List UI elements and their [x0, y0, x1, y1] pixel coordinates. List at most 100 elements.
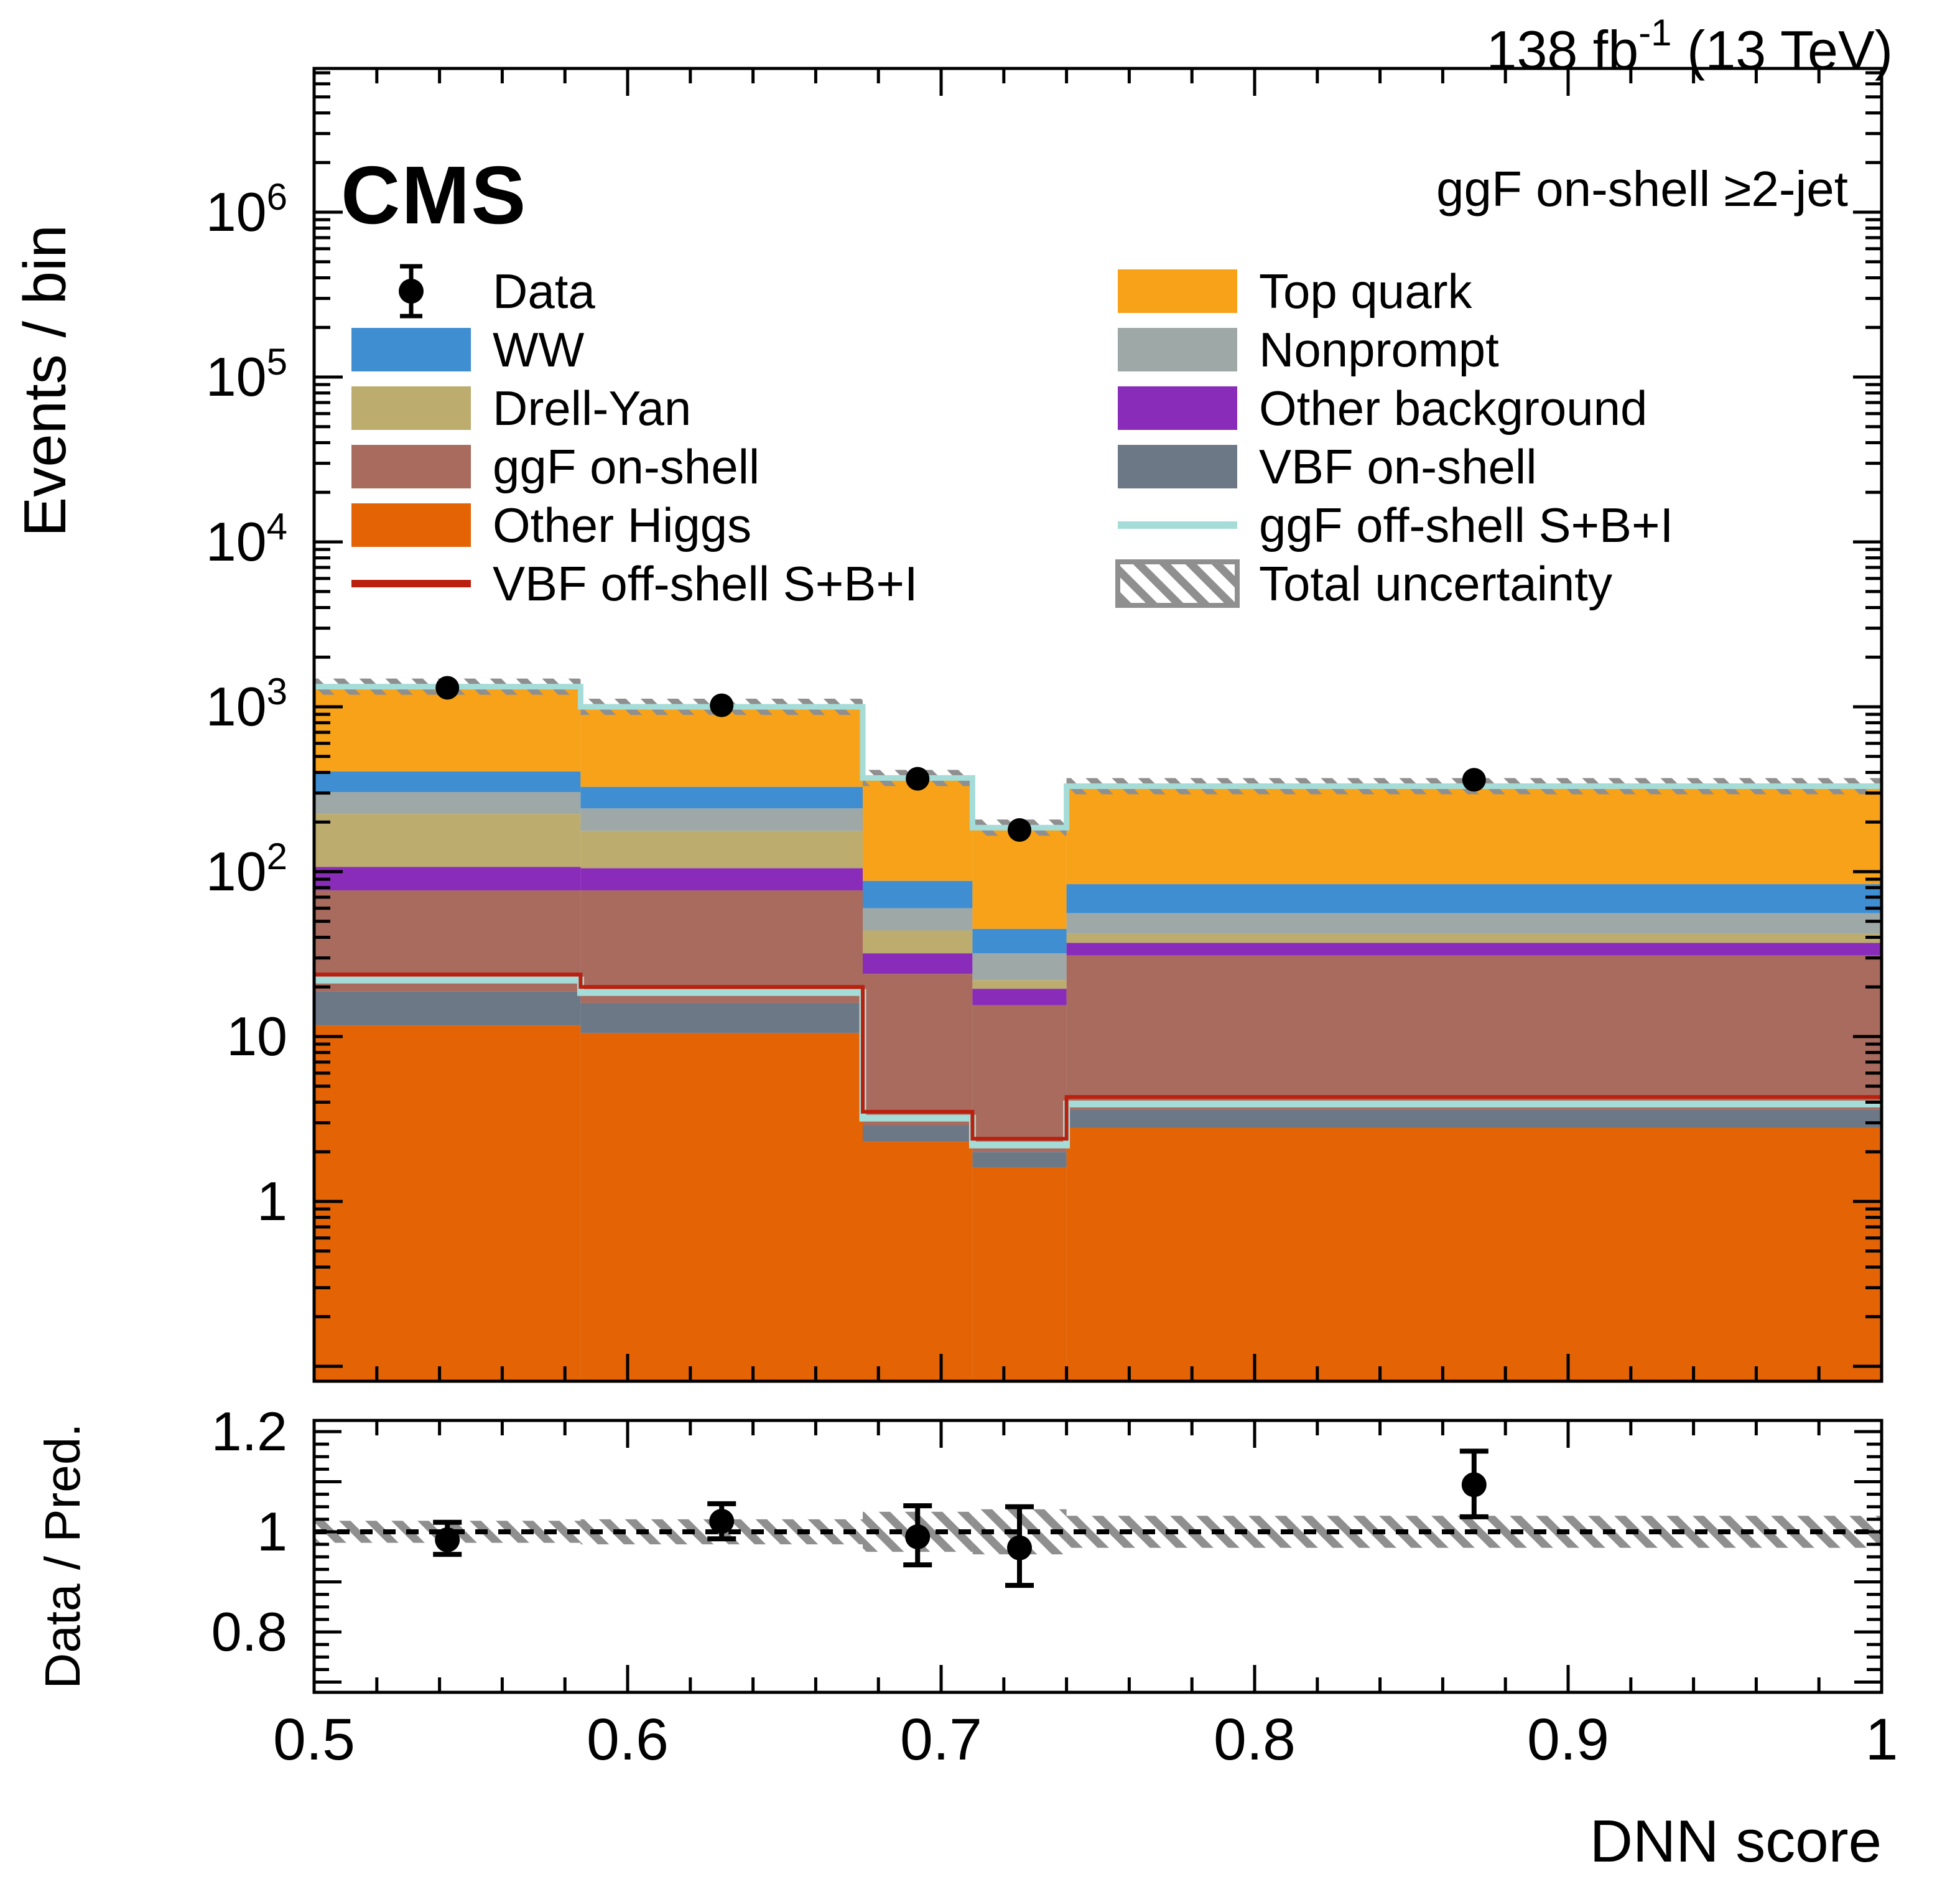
legend-swatch-ww [351, 328, 471, 371]
ratio-point [1461, 1472, 1487, 1498]
legend-data-marker [399, 279, 424, 304]
ratio-panel-content [314, 1448, 1882, 1588]
legend-label-other-background: Other background [1259, 381, 1647, 436]
stack-segment-vbf-on-shell [314, 991, 581, 1025]
stack-segment-drell-yan [314, 814, 581, 867]
stack-segment-ww [580, 786, 863, 809]
stacked-histogram [314, 678, 1882, 1381]
legend-label-ggf-on-shell: ggF on-shell [493, 439, 759, 494]
legend-label-vbf-on-shell: VBF on-shell [1259, 439, 1537, 494]
stack-segment-ww [314, 771, 581, 793]
stack-segment-other-higgs [972, 1167, 1067, 1381]
stack-segment-other-background [972, 989, 1067, 1005]
stack-segment-nonprompt [580, 808, 863, 831]
stack-segment-top-quark [314, 686, 581, 772]
overlay-vbf-off-shell-s-b-i [314, 972, 1882, 1141]
stack-segment-other-higgs [580, 1033, 863, 1381]
stack-segment-drell-yan [1066, 933, 1882, 943]
y-tick-label: 10 [226, 1005, 287, 1067]
stack-segment-top-quark [863, 778, 973, 881]
lumi-exponent: -1 [1638, 12, 1672, 54]
stack-segment-top-quark [972, 827, 1067, 929]
stack-segment-other-background [1066, 943, 1882, 956]
stack-segment-vbf-on-shell [1066, 1109, 1882, 1128]
axes [312, 67, 1883, 1694]
stack-segment-other-background [580, 868, 863, 891]
stack-segment-ww [1066, 884, 1882, 913]
stack-segment-vbf-on-shell [580, 1002, 863, 1033]
y-tick-label: 1 [257, 1170, 287, 1232]
legend-swatch-drell-yan [351, 386, 471, 430]
stack-segment-other-higgs [863, 1142, 973, 1381]
ratio-tick-label: 1 [257, 1501, 287, 1562]
ratio-tick-label: 1.2 [211, 1401, 287, 1462]
y-tick-label: 104 [206, 506, 287, 572]
ratio-point [435, 1527, 460, 1552]
data-point [710, 693, 734, 717]
x-tick-label: 0.8 [1214, 1707, 1296, 1773]
legend-label-nonprompt: Nonprompt [1259, 322, 1499, 377]
x-axis-title: DNN score [1589, 1808, 1882, 1875]
stack-segment-ggf-on-shell [1066, 955, 1882, 1110]
x-tick-label: 0.5 [273, 1707, 355, 1773]
stack-segment-drell-yan [863, 930, 973, 954]
y-tick-label: 106 [206, 176, 287, 243]
legend-label-total-uncertainty: Total uncertainty [1259, 556, 1612, 611]
legend-label-top-quark: Top quark [1259, 264, 1473, 319]
y-axis-title: Events / bin [12, 225, 78, 537]
y-tick-label: 102 [206, 836, 287, 902]
x-tick-label: 1 [1865, 1707, 1898, 1773]
lumi-value: 138 fb [1486, 19, 1639, 81]
stack-segment-other-higgs [1066, 1127, 1882, 1381]
stack-segment-ggf-on-shell [972, 1005, 1067, 1152]
x-tick-label: 0.6 [587, 1707, 669, 1773]
legend-swatch-nonprompt [1118, 328, 1237, 371]
ratio-point [1007, 1535, 1032, 1560]
x-tick-label: 0.9 [1527, 1707, 1609, 1773]
stack-segment-ww [863, 880, 973, 908]
x-tick-label: 0.7 [900, 1707, 982, 1773]
stack-segment-ggf-on-shell [580, 890, 863, 1003]
ratio-axis-title: Data / Pred. [35, 1423, 90, 1689]
stack-segment-vbf-on-shell [863, 1125, 973, 1142]
stack-segment-top-quark [580, 707, 863, 787]
stack-segment-nonprompt [1066, 913, 1882, 934]
data-point [1008, 818, 1031, 842]
y-tick-label: 103 [206, 671, 287, 737]
legend-label-drell-yan: Drell-Yan [493, 381, 691, 436]
ratio-tick-label: 0.8 [211, 1601, 287, 1662]
stack-segment-other-background [314, 867, 581, 891]
legend-swatch-ggf-on-shell [351, 445, 471, 488]
analysis-region-label: ggF on-shell ≥2-jet [1436, 161, 1848, 217]
legend-label-vbf-off-shell-s-b-i: VBF off-shell S+B+I [493, 556, 918, 611]
stack-segment-top-quark [1066, 786, 1882, 885]
data-point [906, 767, 930, 791]
data-point [435, 676, 460, 700]
legend-swatch-vbf-on-shell [1118, 445, 1237, 488]
stack-segment-drell-yan [580, 831, 863, 869]
ratio-point [709, 1509, 735, 1534]
stack-segment-drell-yan [972, 980, 1067, 989]
lumi-energy: (13 TeV) [1671, 19, 1893, 81]
stack-segment-other-higgs [314, 1025, 581, 1381]
legend-label-other-higgs: Other Higgs [493, 498, 751, 552]
luminosity-energy-label: 138 fb-1 (13 TeV) [1487, 11, 1893, 82]
stack-segment-ggf-on-shell [863, 974, 973, 1126]
stack-segment-nonprompt [314, 792, 581, 814]
stack-segment-vbf-on-shell [972, 1152, 1067, 1168]
legend-label-data: Data [493, 264, 595, 319]
legend-label-ggf-off-shell-s-b-i: ggF off-shell S+B+I [1259, 498, 1673, 552]
data-points-main [435, 676, 1486, 842]
legend-label-ww: WW [493, 322, 585, 377]
cms-logo-text: CMS [341, 149, 527, 241]
legend-swatch-other-higgs [351, 503, 471, 547]
legend-hatch-total-uncertainty [1115, 559, 1240, 608]
legend-swatch-top-quark [1118, 269, 1237, 313]
ratio-point [905, 1524, 931, 1550]
legend-swatch-other-background [1118, 386, 1237, 430]
y-tick-label: 105 [206, 341, 287, 408]
stack-segment-ww [972, 928, 1067, 954]
